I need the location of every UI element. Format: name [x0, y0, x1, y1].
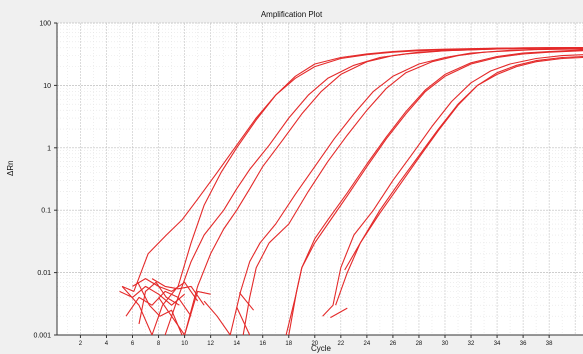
amplification-curve	[322, 54, 583, 317]
x-tick-label: 30	[442, 341, 449, 347]
amplification-curve	[119, 285, 185, 306]
y-tick-label: 0.01	[37, 270, 51, 277]
y-tick-label: 100	[39, 21, 51, 28]
amplification-curve	[164, 47, 583, 335]
x-tick-label: 36	[520, 341, 527, 347]
x-tick-label: 20	[311, 341, 318, 347]
amplification-curve	[344, 56, 583, 271]
chart-title: Amplification Plot	[260, 10, 323, 19]
amplification-curve	[121, 47, 583, 292]
x-tick-label: 26	[390, 341, 397, 347]
x-tick-label: 28	[416, 341, 423, 347]
x-tick-label: 10	[181, 341, 188, 347]
amplification-curve	[158, 290, 211, 335]
x-tick-label: 8	[157, 341, 161, 347]
amplification-curve	[137, 282, 183, 335]
y-tick-label: 0.1	[41, 208, 51, 215]
amplification-curve	[151, 278, 205, 306]
x-axis-label: Cycle	[311, 344, 332, 353]
x-tick-label: 38	[546, 341, 553, 347]
amplification-curve	[121, 46, 583, 335]
amplification-curve	[203, 300, 231, 335]
amplification-curve	[229, 48, 583, 335]
x-tick-label: 6	[131, 341, 135, 347]
x-tick-label: 4	[105, 341, 109, 347]
x-tick-label: 22	[337, 341, 344, 347]
amplification-curve	[132, 278, 199, 302]
x-tick-label: 12	[207, 341, 214, 347]
y-tick-label: 10	[43, 83, 51, 90]
amplification-curve	[288, 50, 583, 335]
series-group	[119, 46, 583, 335]
x-tick-label: 16	[259, 341, 266, 347]
amplification-curve	[236, 306, 251, 335]
amplification-curve	[330, 307, 348, 319]
x-tick-label: 34	[494, 341, 501, 347]
y-tick-label: 1	[47, 145, 51, 152]
amplification-curve	[238, 292, 255, 311]
x-tick-label: 14	[233, 341, 240, 347]
x-tick-label: 18	[285, 341, 292, 347]
x-tick-label: 2	[79, 341, 83, 347]
y-tick-label: 0.001	[33, 333, 51, 340]
amplification-curve	[125, 290, 192, 317]
x-tick-label: 24	[364, 341, 371, 347]
amplification-curve	[138, 281, 180, 325]
x-tick-label: 32	[468, 341, 475, 347]
amplification-curve	[285, 49, 583, 335]
